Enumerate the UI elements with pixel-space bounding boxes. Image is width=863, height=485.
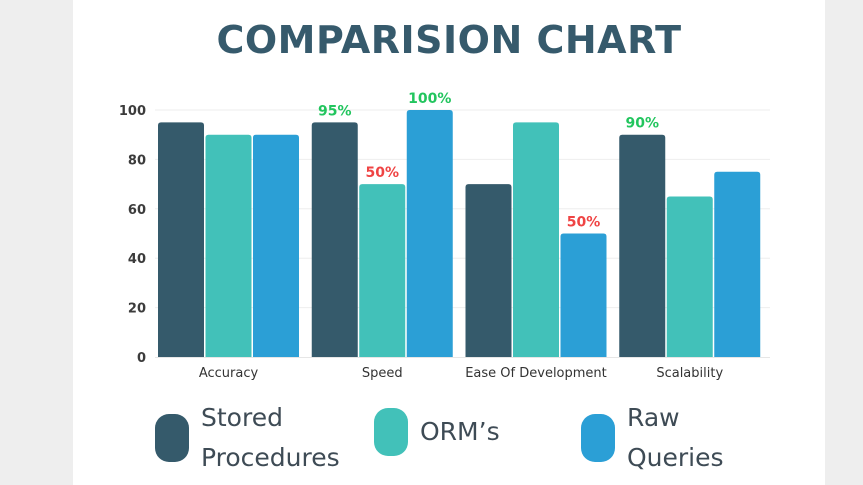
bar (311, 122, 358, 357)
legend-text: ORM’s (420, 417, 500, 446)
data-label: 90% (625, 116, 659, 132)
bar (359, 184, 406, 357)
bar (205, 134, 252, 357)
x-tick-label: Ease Of Development (465, 366, 607, 381)
legend-text: Raw (627, 403, 680, 432)
data-label: 100% (408, 91, 451, 107)
bar (666, 196, 713, 357)
y-tick-label: 40 (128, 252, 146, 267)
legend-item-orms: ORM’s (374, 408, 500, 456)
legend-swatch-stored-procedures (155, 414, 189, 462)
legend-text: Stored (201, 403, 283, 432)
bar (253, 134, 299, 357)
chart-title: COMPARISION CHART (216, 18, 682, 62)
y-tick-label: 80 (128, 153, 146, 168)
bar (513, 122, 559, 357)
bar (406, 110, 453, 357)
bar (714, 171, 761, 357)
legend-text: Queries (627, 443, 724, 472)
legend-label-stored-procedures: Stored Procedures (201, 398, 340, 478)
legend-label-raw-queries: Raw Queries (627, 398, 724, 478)
data-label: 95% (318, 103, 352, 119)
y-tick-label: 20 (128, 302, 146, 317)
bar (560, 233, 607, 357)
x-tick-label: Scalability (656, 366, 723, 381)
legend-label-orms: ORM’s (420, 412, 500, 452)
bar (158, 122, 204, 357)
legend-swatch-raw-queries (581, 414, 615, 462)
bar-chart: 0 20 40 60 80 100 Accuracy Speed Ease Of Develop… (119, 91, 770, 381)
x-tick-label: Accuracy (199, 366, 259, 381)
legend-text: Procedures (201, 443, 340, 472)
data-label: 50% (365, 165, 399, 181)
x-tick-label: Speed (362, 366, 403, 381)
legend-swatch-orms (374, 408, 408, 456)
y-tick-label: 100 (119, 104, 146, 119)
chart-legend: Stored Procedures ORM’s Raw Queries (0, 398, 863, 472)
legend-item-stored-procedures: Stored Procedures (155, 398, 340, 478)
legend-item-raw-queries: Raw Queries (581, 398, 724, 478)
y-tick-label: 0 (137, 351, 146, 366)
y-tick-label: 60 (128, 203, 146, 218)
bar (465, 184, 512, 357)
bar (619, 134, 666, 357)
data-label: 50% (567, 215, 601, 231)
